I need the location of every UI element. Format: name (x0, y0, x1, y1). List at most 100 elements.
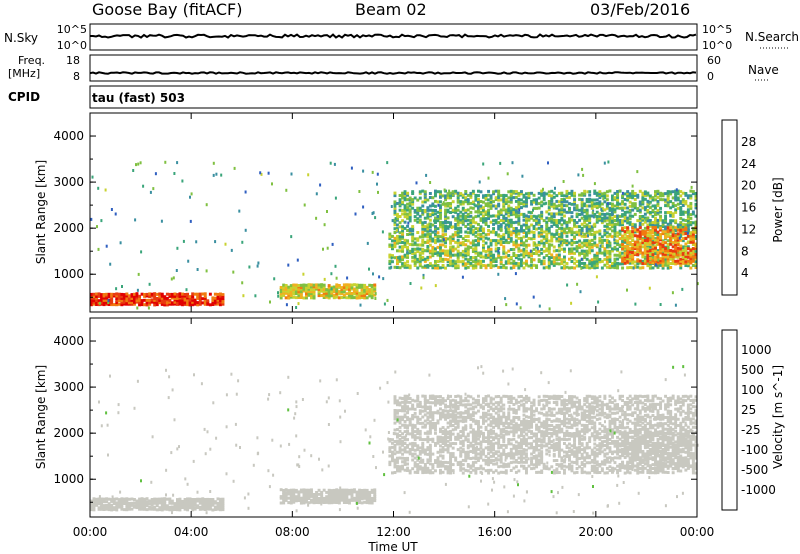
scatter-cell (284, 494, 288, 498)
scatter-cell (168, 497, 172, 501)
scatter-cell (514, 209, 518, 212)
scatter-cell (684, 200, 688, 203)
scatter-cell (92, 292, 96, 296)
scatter-cell (603, 263, 607, 267)
scatter-cell (593, 191, 597, 195)
scatter-cell (428, 446, 432, 450)
scatter-cell (393, 223, 397, 227)
scatter-cell (439, 192, 442, 196)
scatter-cell (466, 450, 470, 454)
scatter-cell (664, 204, 668, 208)
scatter-cell (398, 200, 402, 204)
scatter-cell (646, 204, 650, 208)
scatter-cell (643, 192, 647, 196)
noise-cell (532, 208, 534, 212)
noise-cell (641, 196, 644, 200)
scatter-cell (337, 501, 341, 505)
scatter-cell (563, 264, 566, 268)
scatter-cell (598, 190, 602, 194)
scatter-cell (633, 223, 637, 227)
scatter-cell (651, 255, 655, 259)
scatter-cell (439, 195, 442, 199)
scatter-cell (138, 297, 142, 301)
scatter-cell (514, 233, 518, 237)
scatter-cell (580, 202, 584, 206)
scatter-cell (603, 452, 607, 456)
scatter-cell (507, 209, 511, 212)
scatter-cell (507, 206, 511, 210)
scatter-cell (406, 208, 410, 212)
scatter-cell (464, 438, 468, 442)
scatter-cell (557, 243, 561, 247)
scatter-cell (573, 438, 577, 442)
scatter-cell (585, 461, 589, 465)
scatter-cell (595, 206, 599, 210)
scatter-cell (494, 260, 498, 263)
scatter-cell (656, 189, 660, 193)
scatter-cell (545, 216, 549, 220)
scatter-cell (509, 456, 513, 460)
scatter-cell (547, 219, 551, 222)
scatter-cell (90, 506, 93, 510)
scatter-cell (178, 499, 182, 503)
scatter-cell (441, 470, 445, 474)
scatter-cell (418, 446, 422, 450)
scatter-cell (396, 439, 399, 443)
scatter-cell (595, 436, 599, 440)
scatter-cell (454, 437, 458, 441)
scatter-cell (173, 300, 177, 304)
scatter-cell (648, 252, 652, 256)
scatter-cell (618, 219, 622, 222)
scatter-cell (542, 230, 546, 234)
scatter-cell (595, 230, 599, 234)
scatter-cell (294, 495, 298, 499)
scatter-cell (502, 245, 506, 249)
scatter-cell (373, 287, 377, 291)
scatter-cell (535, 446, 539, 449)
scatter-cell (431, 471, 435, 475)
scatter-cell (436, 460, 440, 464)
scatter-cell (421, 450, 425, 454)
scatter-cell (310, 293, 313, 297)
scatter-cell (638, 189, 642, 193)
scatter-cell (451, 208, 455, 212)
scatter-cell (482, 439, 485, 443)
scatter-cell (573, 266, 577, 270)
scatter-cell (484, 202, 488, 206)
scatter-cell (315, 491, 319, 494)
scatter-cell (345, 501, 349, 504)
scatter-cell (656, 210, 660, 214)
scatter-cell (456, 208, 460, 212)
scatter-cell (464, 219, 468, 223)
scatter-cell (552, 221, 556, 225)
scatter-cell (502, 249, 506, 253)
scatter-cell (502, 216, 506, 220)
scatter-cell (545, 254, 549, 257)
scatter-cell (421, 235, 425, 239)
scatter-cell (426, 452, 430, 456)
scatter-cell (411, 190, 415, 194)
scatter-cell (416, 260, 420, 264)
scatter-cell (320, 285, 324, 289)
scatter-cell (694, 257, 698, 261)
scatter-cell (532, 258, 536, 262)
noise-cell (681, 287, 684, 291)
scatter-cell (439, 435, 442, 439)
scatter-cell (482, 435, 485, 439)
scatter-cell (406, 202, 410, 206)
scatter-cell (631, 189, 635, 193)
scatter-cell (449, 191, 453, 195)
scatter-cell (666, 228, 670, 232)
scatter-cell (365, 488, 369, 492)
noise-cell (580, 232, 583, 236)
scatter-cell (497, 241, 501, 245)
scatter-cell (418, 253, 422, 257)
scatter-cell (570, 251, 574, 255)
scatter-cell (494, 239, 498, 243)
noise-cell (597, 300, 600, 304)
scatter-cell (666, 194, 670, 198)
noise-cell (182, 239, 185, 243)
scatter-cell (633, 260, 637, 264)
noise-cell (671, 291, 674, 295)
scatter-cell (535, 200, 539, 204)
